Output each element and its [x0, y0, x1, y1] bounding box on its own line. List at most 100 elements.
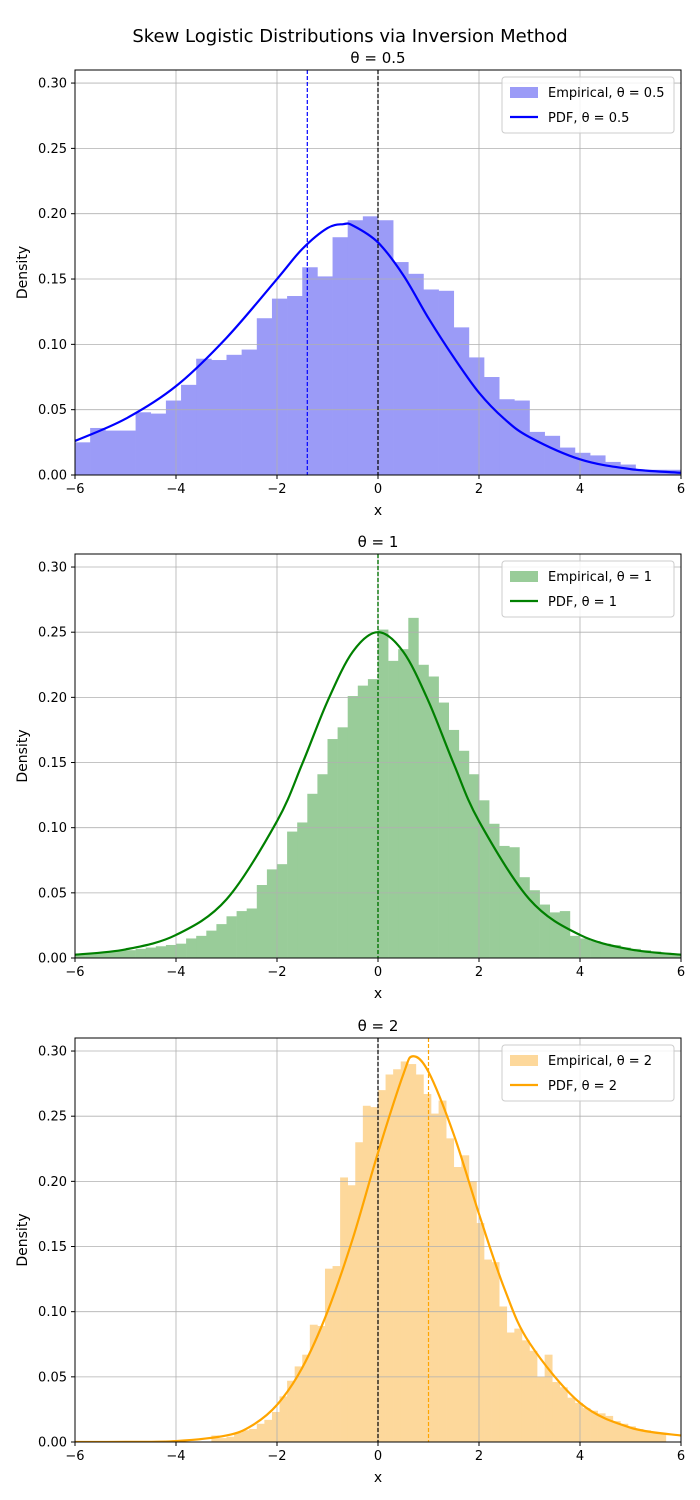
- y-tick-label: 0.00: [38, 952, 67, 967]
- histogram-bar: [206, 930, 217, 958]
- pdf-curve: [75, 631, 681, 956]
- histogram-bar: [627, 1426, 636, 1442]
- legend-label-pdf: PDF, θ = 2: [548, 1079, 617, 1094]
- x-tick-label: −6: [65, 965, 84, 980]
- pdf-curve: [75, 222, 681, 474]
- histogram-bar: [256, 885, 268, 958]
- y-tick-label: 0.30: [38, 561, 67, 576]
- histogram-bar: [559, 911, 571, 958]
- histogram-bar: [302, 267, 318, 475]
- histogram-bar: [211, 360, 227, 475]
- histogram-bar: [271, 1412, 280, 1442]
- histogram-bar: [150, 413, 167, 475]
- legend-swatch-bar: [510, 571, 538, 582]
- histogram-bar: [226, 354, 242, 475]
- histogram-bar: [105, 951, 116, 958]
- legend-box: [501, 560, 675, 618]
- histogram-bar: [529, 1350, 538, 1442]
- histogram-bar: [620, 1423, 629, 1442]
- y-axis-label: Density: [15, 729, 31, 782]
- histogram-bar: [612, 1421, 621, 1442]
- histogram-bar: [468, 774, 480, 958]
- histogram-bar: [499, 1306, 508, 1442]
- histogram-bar: [186, 938, 197, 958]
- histogram-bar: [544, 1354, 553, 1442]
- y-axis-label: Density: [15, 246, 31, 299]
- histogram-bar: [378, 1090, 386, 1442]
- histogram-bar: [120, 430, 136, 475]
- histogram-bar: [317, 276, 333, 475]
- histogram-bar: [264, 1419, 273, 1442]
- y-tick-label: 0.10: [38, 821, 67, 836]
- x-tick-label: 2: [475, 1449, 483, 1464]
- histogram-bar: [415, 1074, 424, 1442]
- histogram-bar: [418, 664, 429, 958]
- y-tick-label: 0.30: [38, 1045, 67, 1060]
- histogram-bar: [347, 696, 359, 958]
- histogram-bar: [590, 941, 601, 958]
- histogram-bar: [605, 1415, 614, 1442]
- histogram-bar: [590, 1410, 598, 1442]
- histogram-bar: [271, 298, 288, 475]
- histogram-bar: [559, 1387, 568, 1442]
- histogram-bar: [423, 289, 439, 475]
- histogram-bar: [582, 1408, 591, 1442]
- histogram-bar: [256, 318, 273, 475]
- histogram-bar: [519, 877, 530, 958]
- histogram-bar: [332, 237, 348, 475]
- histogram-bar: [370, 1107, 379, 1442]
- x-tick-label: 4: [576, 1449, 584, 1464]
- histogram-bar: [552, 1382, 561, 1442]
- histogram-bar: [660, 952, 672, 958]
- legend: Empirical, θ = 0.5 PDF, θ = 0.5: [501, 76, 675, 134]
- histogram-bar: [125, 950, 136, 958]
- histogram-bar: [670, 954, 681, 958]
- histogram-bar: [115, 950, 126, 958]
- x-tick-label: 6: [677, 1449, 685, 1464]
- histogram-bar: [400, 1061, 409, 1442]
- histogram-bar: [590, 455, 606, 475]
- histogram-bar: [216, 924, 227, 958]
- histogram-bar: [491, 1262, 500, 1442]
- x-tick-label: −2: [267, 965, 286, 980]
- y-tick-label: 0.05: [38, 886, 67, 901]
- x-tick-label: −4: [166, 965, 185, 980]
- histogram-bar: [385, 1074, 394, 1442]
- histogram-bar: [509, 847, 520, 958]
- y-tick-label: 0.20: [38, 1175, 67, 1190]
- histogram-bar: [266, 869, 278, 958]
- y-tick-label: 0.15: [38, 273, 67, 288]
- histogram-bar: [408, 617, 419, 958]
- histogram-bar: [90, 427, 106, 475]
- x-tick-label: −4: [166, 482, 185, 497]
- histogram-bar: [135, 412, 152, 475]
- histogram-bar: [643, 1430, 651, 1442]
- histogram-bar: [453, 1167, 462, 1442]
- x-tick-label: −6: [65, 1449, 84, 1464]
- histogram-bar: [367, 679, 379, 958]
- histogram-bar: [484, 1259, 492, 1442]
- legend-label-empirical: Empirical, θ = 2: [548, 1054, 652, 1069]
- y-tick-label: 0.25: [38, 142, 67, 157]
- histogram-bar: [135, 948, 146, 958]
- histogram-bar: [297, 822, 308, 958]
- histogram-bar: [388, 660, 399, 958]
- histogram-bar: [484, 377, 500, 475]
- subplot-title: θ = 0.5: [350, 49, 405, 67]
- histogram-bar: [549, 912, 561, 958]
- histogram-bar: [635, 469, 651, 475]
- histogram-bar: [347, 1185, 356, 1442]
- histogram-bar: [362, 1105, 371, 1442]
- histogram-bar: [249, 1428, 258, 1442]
- histogram-bar: [521, 1340, 530, 1442]
- histogram-bar: [218, 1438, 227, 1442]
- histogram-bar: [476, 1223, 485, 1442]
- histogram-bar: [332, 1266, 341, 1442]
- histogram-bar: [317, 1326, 326, 1442]
- histogram-bar: [574, 452, 591, 475]
- histogram-bar: [241, 349, 258, 475]
- histogram-bar: [461, 1155, 470, 1442]
- histogram-bar: [226, 916, 237, 958]
- histogram-bar: [378, 220, 394, 475]
- histogram-bar: [211, 1435, 220, 1442]
